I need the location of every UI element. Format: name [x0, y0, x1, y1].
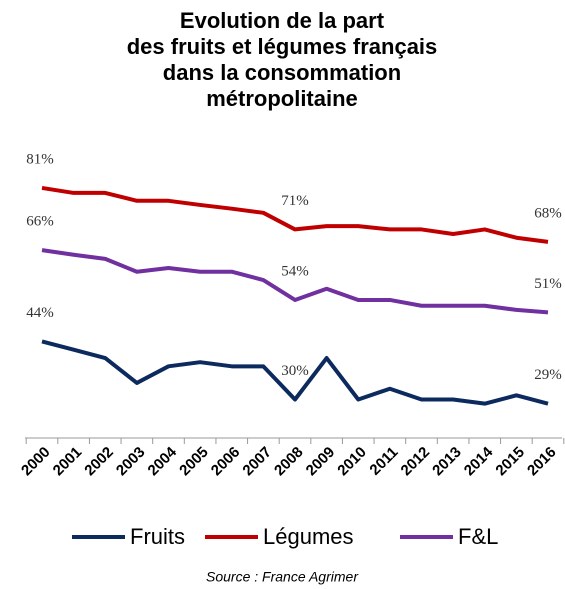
x-tick-label: 2016 [524, 444, 560, 480]
x-tick-label: 2003 [113, 444, 149, 480]
x-tick-label: 2002 [81, 444, 117, 480]
value-label: 30% [281, 363, 309, 379]
x-tick-label: 2013 [429, 444, 465, 480]
value-label: 81% [26, 151, 54, 167]
value-label: 66% [26, 214, 54, 230]
legend-label: F&L [458, 524, 498, 549]
value-label: 68% [534, 205, 562, 221]
chart-title: Evolution de la part [180, 8, 385, 33]
x-tick-label: 2001 [50, 444, 86, 480]
legend-label: Fruits [130, 524, 185, 549]
x-tick-label: 2010 [334, 444, 370, 480]
chart-title: des fruits et légumes français [127, 34, 438, 59]
value-label: 44% [26, 305, 54, 321]
value-label: 51% [534, 276, 562, 292]
x-tick-label: 2000 [18, 444, 54, 480]
value-label: 29% [534, 367, 562, 383]
line [41, 185, 549, 244]
x-tick-label: 2015 [492, 444, 528, 480]
x-tick-label: 2008 [271, 444, 307, 480]
line [41, 339, 549, 406]
x-tick-label: 2006 [208, 444, 244, 480]
value-label: 71% [281, 193, 309, 209]
x-tick-label: 2005 [176, 444, 212, 480]
x-tick-label: 2007 [239, 444, 275, 480]
x-tick-label: 2004 [145, 443, 181, 479]
chart-title: métropolitaine [206, 86, 358, 111]
x-tick-label: 2014 [461, 443, 497, 479]
source: Source : France Agrimer [206, 569, 359, 585]
legend-label: Légumes [263, 524, 354, 549]
x-tick-label: 2012 [398, 444, 434, 480]
value-label: 54% [281, 263, 309, 279]
chart-title: dans la consommation [163, 60, 401, 85]
x-tick-label: 2011 [366, 444, 401, 479]
x-tick-label: 2009 [303, 444, 339, 480]
line [41, 248, 549, 315]
